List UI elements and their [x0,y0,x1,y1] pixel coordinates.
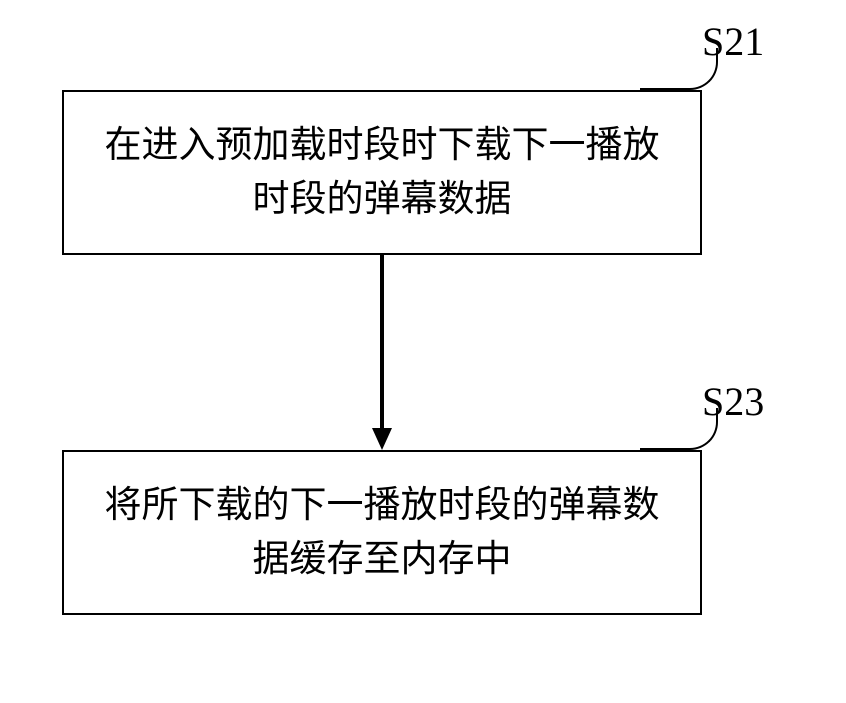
edge-s21-s23-head [372,428,392,450]
step-label-s21: S21 [702,18,764,65]
edge-s21-s23-line [380,255,384,431]
flow-node-s21-text: 在进入预加载时段时下载下一播放 时段的弹幕数据 [105,119,660,226]
s21-line1: 在进入预加载时段时下载下一播放 [105,125,660,166]
step-label-s23: S23 [702,378,764,425]
flow-node-s23-text: 将所下载的下一播放时段的弹幕数 据缓存至内存中 [105,479,660,586]
s23-line1: 将所下载的下一播放时段的弹幕数 [105,485,660,526]
s23-line2: 据缓存至内存中 [253,539,512,580]
flow-node-s23: 将所下载的下一播放时段的弹幕数 据缓存至内存中 [62,450,702,615]
s21-line2: 时段的弹幕数据 [253,179,512,220]
flow-node-s21: 在进入预加载时段时下载下一播放 时段的弹幕数据 [62,90,702,255]
